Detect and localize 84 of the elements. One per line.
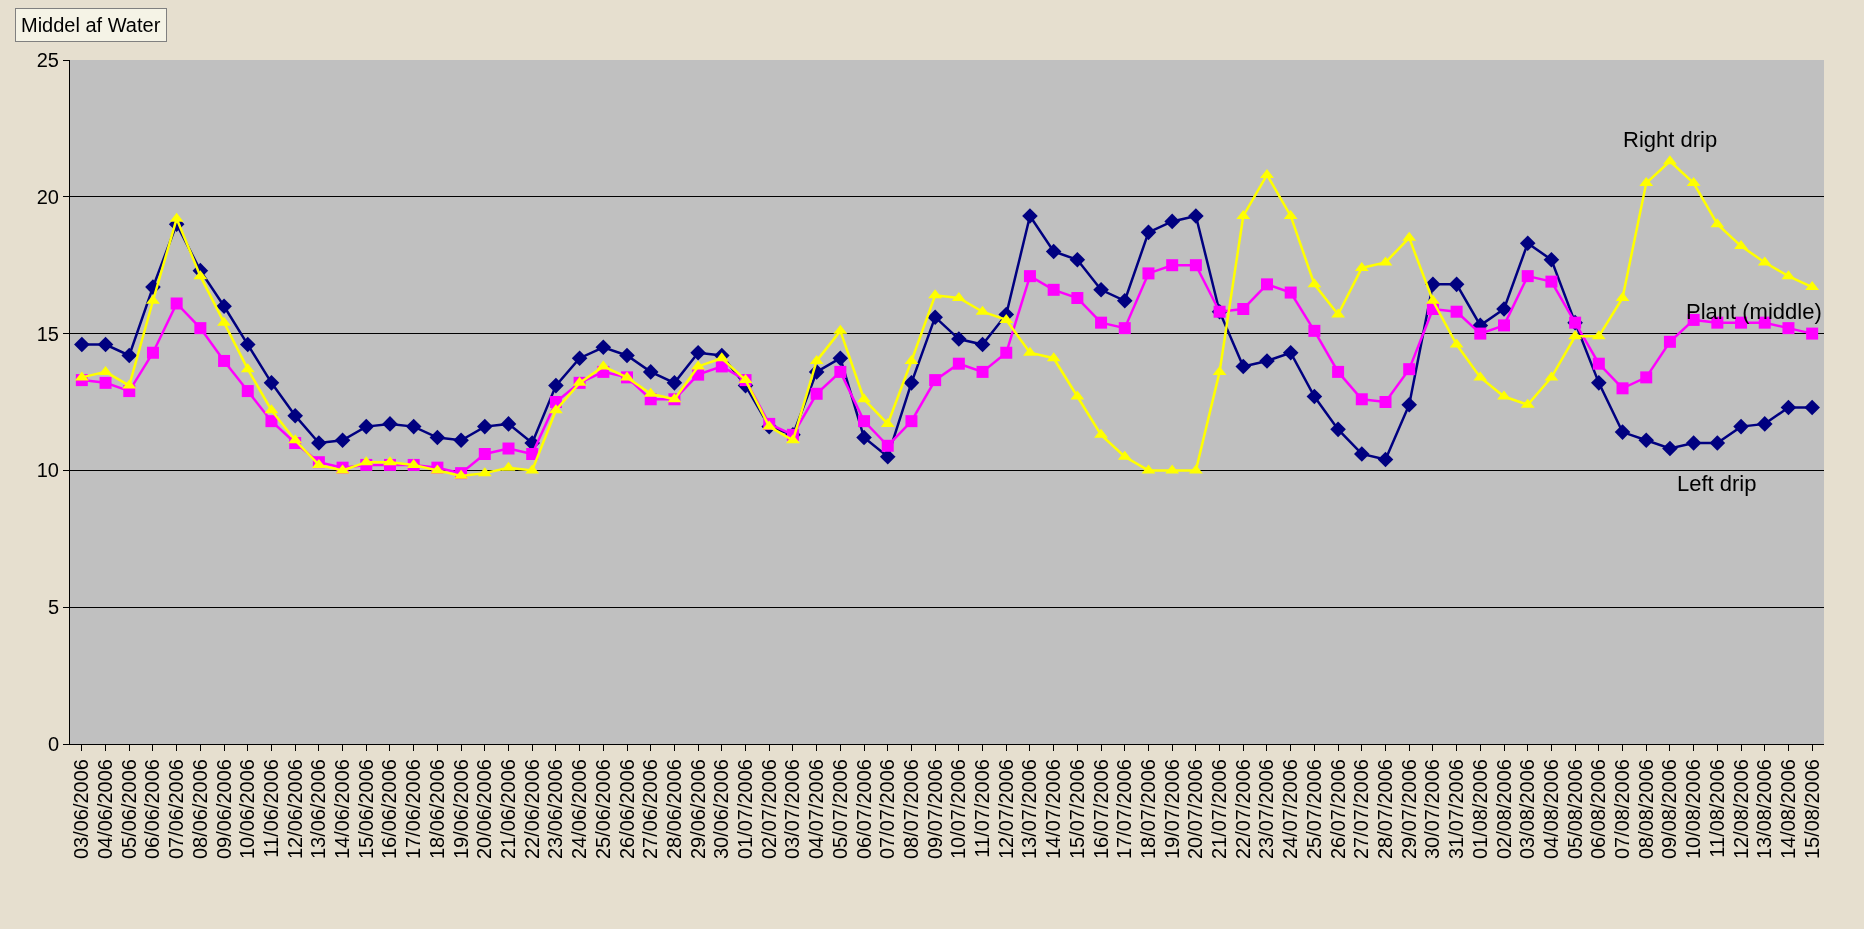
x-tick-label: 25/06/2006 [591,759,614,860]
x-tick-label: 12/06/2006 [283,759,306,860]
x-tick-label: 05/08/2006 [1563,759,1586,860]
y-tick-label: 20 [36,185,59,208]
x-tick-label: 10/08/2006 [1682,759,1705,860]
x-tick-label: 26/06/2006 [615,759,638,860]
x-tick-label: 14/07/2006 [1042,759,1065,860]
x-tick-label: 22/06/2006 [520,759,543,860]
x-tick-label: 11/07/2006 [971,759,994,858]
x-tick-label: 23/06/2006 [544,759,567,860]
x-tick-label: 14/06/2006 [331,759,354,860]
x-tick-label: 19/06/2006 [449,759,472,860]
x-tick-label: 05/07/2006 [828,759,851,860]
x-tick-label: 25/07/2006 [1302,759,1325,860]
x-tick-label: 01/08/2006 [1468,759,1491,860]
x-tick-label: 09/07/2006 [923,759,946,860]
x-tick-label: 20/07/2006 [1184,759,1207,860]
x-tick-label: 10/06/2006 [236,759,259,860]
x-tick-label: 11/08/2006 [1705,759,1728,858]
x-tick-label: 16/07/2006 [1089,759,1112,860]
x-tick-label: 28/06/2006 [662,759,685,860]
x-tick-label: 13/08/2006 [1753,759,1776,860]
x-tick-label: 07/08/2006 [1611,759,1634,860]
x-tick-label: 06/07/2006 [852,759,875,860]
x-tick-label: 20/06/2006 [473,759,496,860]
x-tick-label: 09/08/2006 [1658,759,1681,860]
series-label: Right drip [1623,127,1718,152]
x-tick-label: 27/06/2006 [639,759,662,860]
x-tick-label: 17/06/2006 [402,759,425,860]
x-tick-label: 27/07/2006 [1350,759,1373,860]
x-tick-label: 04/08/2006 [1539,759,1562,860]
x-tick-label: 17/07/2006 [1113,759,1136,860]
y-tick-label: 10 [36,459,59,482]
x-tick-label: 01/07/2006 [734,759,757,860]
x-tick-label: 06/08/2006 [1587,759,1610,860]
x-tick-label: 13/06/2006 [307,759,330,860]
x-tick-label: 12/08/2006 [1729,759,1752,860]
x-tick-label: 03/08/2006 [1516,759,1539,860]
x-tick-label: 23/07/2006 [1255,759,1278,860]
x-tick-label: 16/06/2006 [378,759,401,860]
x-tick-label: 21/06/2006 [497,759,519,860]
x-tick-label: 12/07/2006 [994,759,1017,860]
x-tick-label: 10/07/2006 [947,759,970,860]
x-tick-label: 30/07/2006 [1421,759,1444,860]
series-label: Plant (middle) [1686,299,1822,324]
x-tick-label: 30/06/2006 [710,759,733,860]
x-tick-label: 04/07/2006 [805,759,828,860]
x-tick-label: 14/08/2006 [1776,759,1799,860]
x-tick-label: 13/07/2006 [1018,759,1041,860]
y-tick-label: 15 [36,322,59,345]
chart-title: Middel af Water [21,14,161,36]
x-tick-label: 03/06/2006 [70,759,93,860]
x-tick-label: 02/08/2006 [1492,759,1515,860]
x-tick-label: 07/07/2006 [876,759,899,860]
x-tick-label: 09/06/2006 [212,759,235,860]
x-tick-label: 21/07/2006 [1208,759,1231,860]
x-tick-label: 04/06/2006 [94,759,117,860]
x-tick-label: 29/06/2006 [686,759,709,860]
x-tick-label: 24/07/2006 [1279,759,1302,860]
x-tick-label: 18/07/2006 [1136,759,1159,860]
x-tick-label: 07/06/2006 [165,759,188,860]
x-tick-label: 15/06/2006 [354,759,377,860]
x-tick-label: 19/07/2006 [1160,759,1183,860]
x-tick-label: 05/06/2006 [117,759,140,860]
x-tick-label: 02/07/2006 [757,759,780,860]
x-tick-label: 22/07/2006 [1231,759,1254,860]
x-tick-label: 24/06/2006 [568,759,591,860]
y-tick-label: 25 [36,49,59,71]
y-tick-label: 5 [47,596,59,619]
x-tick-label: 08/08/2006 [1634,759,1657,860]
x-tick-label: 08/06/2006 [188,759,211,860]
x-tick-label: 15/08/2006 [1800,759,1823,860]
y-tick-label: 0 [47,733,59,755]
series-label: Left drip [1677,471,1757,496]
x-tick-label: 11/06/2006 [259,759,282,858]
x-tick-label: 06/06/2006 [141,759,164,860]
x-tick-label: 15/07/2006 [1065,759,1088,860]
x-tick-label: 31/07/2006 [1445,759,1468,860]
x-tick-label: 28/07/2006 [1374,759,1396,860]
x-tick-label: 29/07/2006 [1397,759,1420,860]
x-tick-label: 08/07/2006 [899,759,922,860]
x-tick-label: 03/07/2006 [781,759,804,860]
x-tick-label: 18/06/2006 [425,759,448,860]
x-tick-label: 26/07/2006 [1326,759,1349,860]
